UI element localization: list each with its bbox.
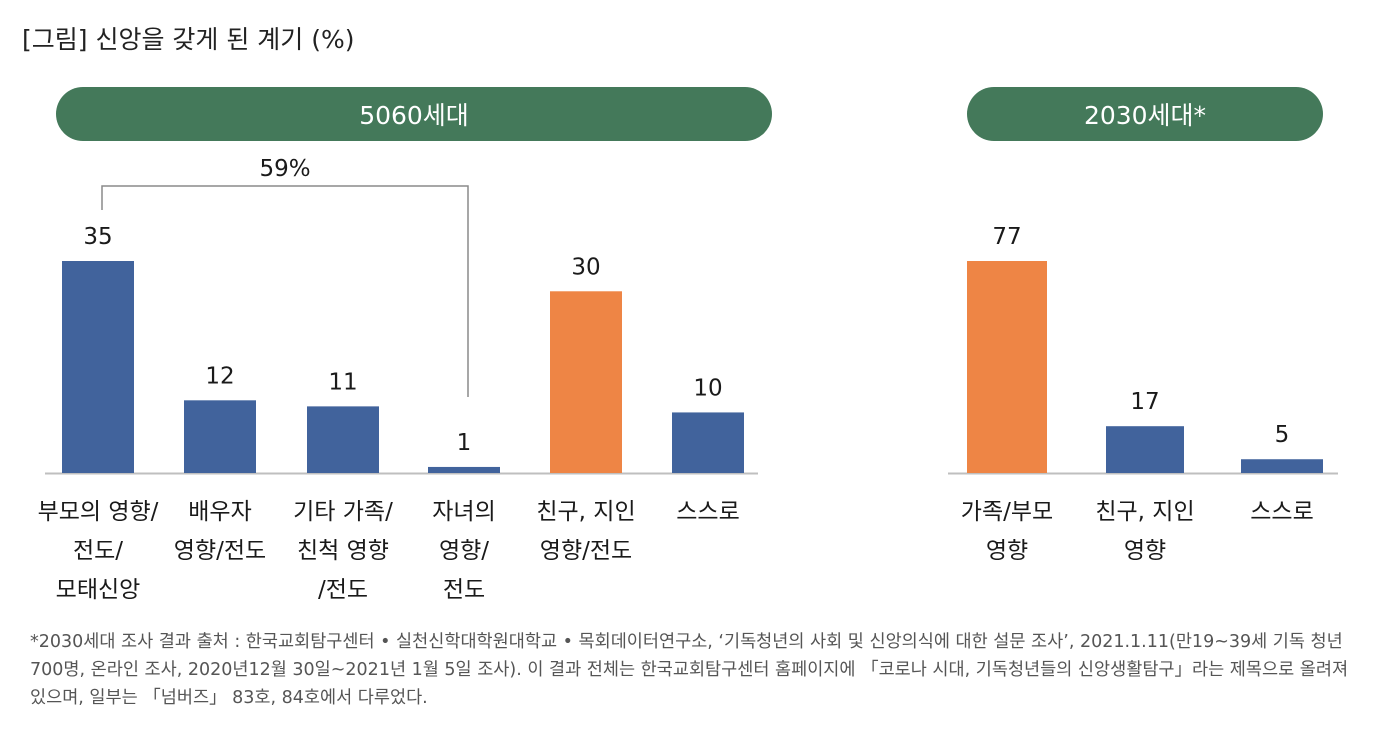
bar [672, 412, 744, 473]
bar [307, 406, 379, 473]
bar [550, 291, 622, 473]
category-label: 자녀의 영향/전도 [432, 499, 495, 603]
data-label: 10 [693, 375, 722, 401]
data-label: 12 [205, 363, 234, 389]
category-label: 가족/부모 영향 [961, 499, 1053, 564]
group-label-2030: 2030세대* [967, 87, 1323, 141]
category-label: 스스로 [1250, 499, 1313, 525]
data-label: 35 [83, 224, 112, 250]
bar [184, 400, 256, 473]
category-label: 기타 가족/친척 영향/전도 [293, 499, 393, 603]
bar [967, 261, 1047, 473]
footnote: *2030세대 조사 결과 출처 : 한국교회탐구센터 • 실천신학대학원대학교… [30, 632, 1349, 708]
chart-title: [그림] 신앙을 갖게 된 계기 (%) [22, 25, 355, 54]
bracket-line [101, 185, 469, 397]
data-label: 11 [328, 369, 357, 395]
data-label: 77 [992, 224, 1021, 250]
bar [1241, 459, 1323, 473]
category-label: 스스로 [676, 499, 739, 525]
bar [62, 261, 134, 473]
bar-chart: 35 부모의 영향/전도/모태신앙 12 배우자 영향/전도 11 기타 가족/친척 영향 /… [38, 156, 1338, 603]
category-label: 배우자 영향/전도 [174, 499, 266, 564]
category-label: 친구, 지인 영향/전도 [536, 499, 635, 564]
data-label: 17 [1130, 389, 1159, 415]
bar [428, 466, 500, 473]
data-label: 30 [571, 254, 600, 280]
group-label-5060: 5060세대 [56, 87, 772, 141]
data-label: 5 [1275, 422, 1290, 448]
bracket-label: 59% [259, 156, 310, 182]
category-label: 친구, 지인 영향 [1095, 499, 1194, 564]
category-label: 부모의 영향/전도/모태신앙 [38, 499, 159, 603]
bar [1106, 426, 1184, 473]
data-label: 1 [457, 430, 472, 456]
